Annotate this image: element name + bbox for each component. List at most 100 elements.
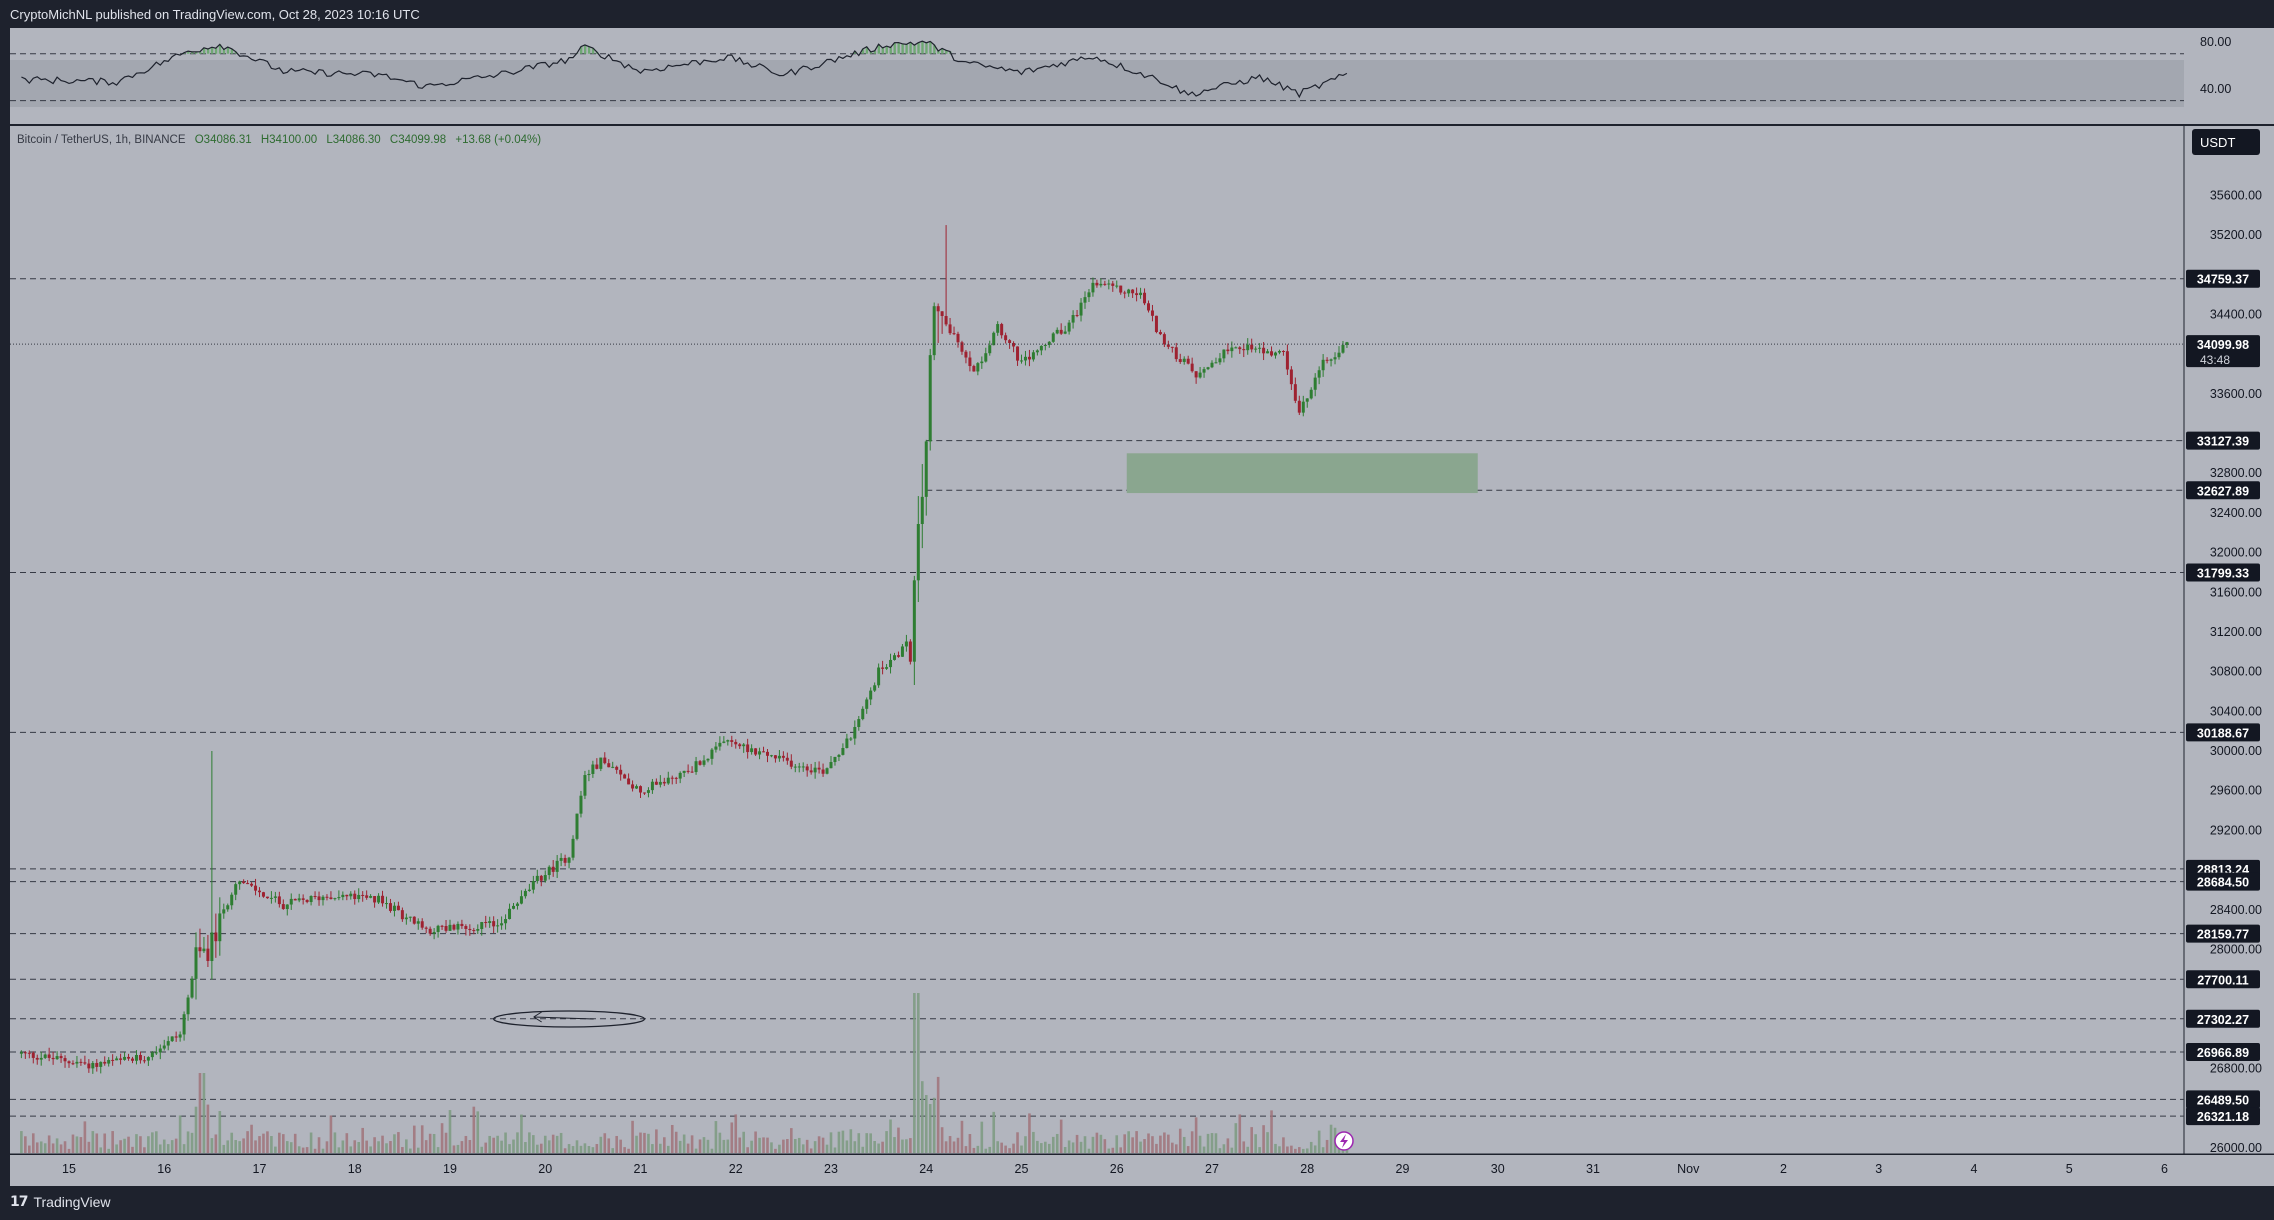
- rsi-overbought-segment: [218, 44, 222, 54]
- candle-body: [1127, 289, 1131, 294]
- volume-bar: [91, 1131, 95, 1153]
- volume-bar: [194, 1106, 198, 1153]
- time-axis-band[interactable]: [10, 1155, 2274, 1186]
- candle-body: [321, 896, 325, 901]
- support-zone[interactable]: [1126, 453, 1478, 494]
- lightning-icon[interactable]: [1334, 1131, 1354, 1151]
- time-tick: 29: [1396, 1162, 1410, 1176]
- candle-body: [309, 895, 313, 903]
- volume-bar: [472, 1106, 476, 1153]
- rsi-overbought-segment: [945, 50, 948, 54]
- volume-bar: [1309, 1141, 1313, 1153]
- candle-body: [1321, 359, 1325, 371]
- candle-body: [444, 925, 448, 931]
- time-tick: 28: [1300, 1162, 1314, 1176]
- volume-bar: [278, 1132, 281, 1153]
- level-label-box: [2186, 481, 2260, 500]
- candle-body: [210, 932, 214, 962]
- level-label-box: [2186, 872, 2260, 891]
- candle-body: [329, 897, 333, 900]
- candle-body: [63, 1058, 67, 1062]
- volume-bar: [1226, 1138, 1230, 1153]
- publisher-text: CryptoMichNL published on TradingView.co…: [10, 7, 420, 22]
- tradingview-logo[interactable]: 17 TradingView: [10, 1194, 111, 1210]
- rsi-overbought-segment: [917, 42, 920, 54]
- rsi-overbought-segment: [925, 42, 928, 54]
- volume-bar: [532, 1135, 535, 1153]
- candle-body: [119, 1058, 123, 1060]
- tradingview-logo-text: TradingView: [33, 1194, 111, 1210]
- candle-body: [964, 351, 968, 358]
- volume-bar: [270, 1136, 273, 1153]
- candle-body: [1087, 292, 1091, 298]
- candle-body: [1055, 329, 1059, 334]
- pane-separator[interactable]: [0, 124, 2274, 126]
- candle-body: [1123, 292, 1127, 294]
- volume-bar: [587, 1146, 591, 1153]
- candle-body: [861, 708, 865, 720]
- candle-body: [1131, 289, 1135, 294]
- price-tick: 31600.00: [2210, 585, 2262, 599]
- candle-body: [1333, 357, 1337, 360]
- rsi-overbought-segment: [905, 44, 908, 54]
- candle-body: [43, 1054, 47, 1058]
- volume-bar: [218, 1111, 222, 1153]
- candle-body: [1170, 346, 1174, 348]
- volume-bar: [381, 1135, 384, 1153]
- candle-body: [1115, 285, 1119, 287]
- rsi-overbought-segment: [909, 42, 912, 54]
- volume-bar: [968, 1134, 972, 1153]
- candle-body: [813, 767, 817, 773]
- candle-body: [1103, 283, 1107, 285]
- candle-body: [484, 922, 488, 924]
- candle-body: [154, 1052, 158, 1054]
- volume-bar: [162, 1139, 166, 1153]
- volume-bar: [1044, 1141, 1047, 1153]
- rsi-scale[interactable]: [2184, 28, 2274, 124]
- price-pane[interactable]: [10, 126, 2184, 1154]
- candle-body: [928, 355, 932, 442]
- volume-bar: [1242, 1141, 1246, 1153]
- candle-body: [35, 1057, 39, 1060]
- candle-body: [714, 746, 718, 750]
- candle-body: [1043, 344, 1047, 346]
- ellipse-drawing[interactable]: [493, 1010, 646, 1028]
- candle-body: [345, 894, 349, 897]
- volume-bar: [694, 1148, 698, 1153]
- volume-bar: [559, 1132, 563, 1153]
- rsi-overbought-segment: [210, 47, 214, 54]
- time-tick: 6: [2161, 1162, 2168, 1176]
- rsi-band: [10, 60, 2184, 107]
- time-tick: 20: [538, 1162, 552, 1176]
- candle-body: [162, 1045, 166, 1049]
- legend-line[interactable]: Bitcoin / TetherUS, 1h, BINANCE O34086.3…: [17, 134, 541, 146]
- volume-bar: [95, 1133, 99, 1153]
- candle-body: [496, 925, 500, 927]
- volume-bar: [841, 1130, 845, 1153]
- volume-bar: [1274, 1143, 1277, 1153]
- currency-button[interactable]: USDT: [2192, 129, 2260, 155]
- volume-bar: [420, 1125, 424, 1153]
- volume-bar: [913, 993, 916, 1153]
- candle-body: [476, 929, 480, 931]
- candle-body: [924, 441, 928, 497]
- candle-body: [916, 524, 920, 581]
- volume-bar: [222, 1144, 226, 1153]
- candle-body: [1107, 283, 1111, 285]
- candle-body: [797, 766, 801, 768]
- candle-body: [1000, 324, 1004, 336]
- level-label: 26966.89: [2197, 1046, 2249, 1060]
- candle-body: [1262, 347, 1266, 354]
- volume-bar: [123, 1138, 126, 1153]
- rsi-overbought-segment: [214, 48, 218, 54]
- candle-body: [1099, 283, 1103, 286]
- volume-bar: [873, 1141, 876, 1153]
- candle-body: [575, 813, 579, 839]
- volume-bar: [786, 1139, 789, 1153]
- volume-bar: [512, 1139, 515, 1153]
- time-tick: 23: [824, 1162, 838, 1176]
- volume-bar: [107, 1148, 110, 1153]
- candle-body: [381, 895, 385, 904]
- candle-body: [1325, 359, 1329, 361]
